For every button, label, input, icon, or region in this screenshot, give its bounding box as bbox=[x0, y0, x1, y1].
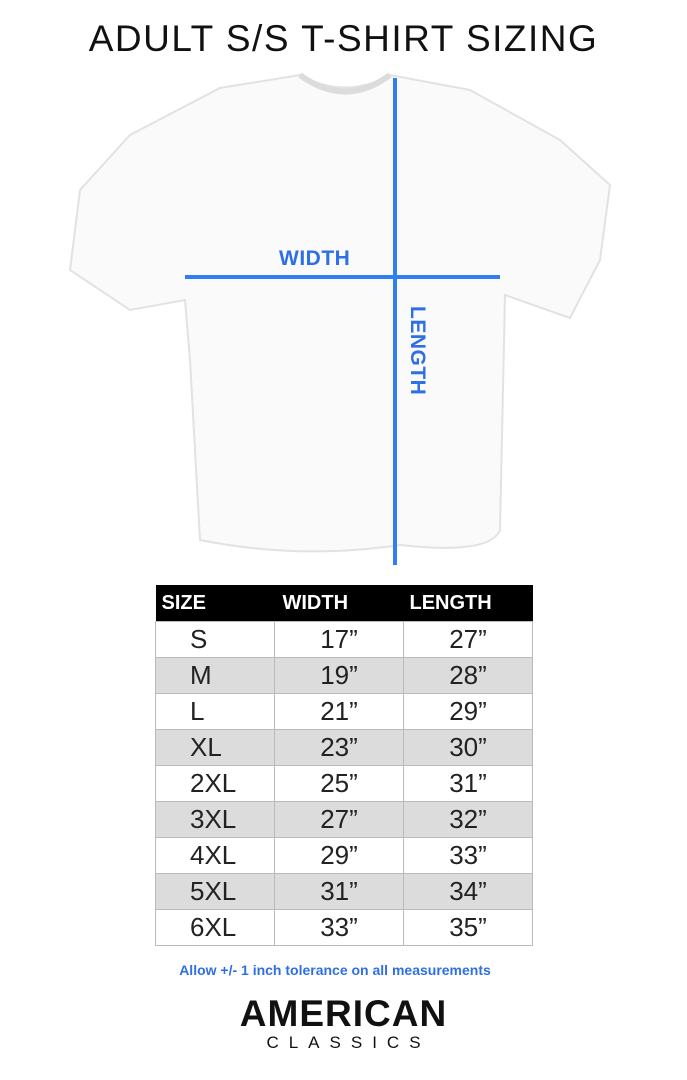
american-classics-logo: AMERICAN CLASSICS bbox=[0, 995, 687, 1053]
length-label: LENGTH bbox=[406, 306, 429, 396]
cell-size: 3XL bbox=[155, 801, 275, 838]
cell-length: 28” bbox=[403, 657, 533, 694]
cell-width: 25” bbox=[274, 765, 404, 802]
cell-length: 30” bbox=[403, 729, 533, 766]
logo-line2: CLASSICS bbox=[266, 1033, 431, 1052]
table-row: 4XL 29” 33” bbox=[155, 837, 533, 874]
cell-size: S bbox=[155, 621, 275, 658]
cell-length: 27” bbox=[403, 621, 533, 658]
width-label: WIDTH bbox=[279, 247, 351, 270]
table-row: M 19” 28” bbox=[155, 657, 533, 694]
cell-width: 27” bbox=[274, 801, 404, 838]
cell-width: 31” bbox=[274, 873, 404, 910]
header-size: SIZE bbox=[155, 585, 275, 622]
cell-width: 29” bbox=[274, 837, 404, 874]
cell-width: 23” bbox=[274, 729, 404, 766]
tolerance-note: Allow +/- 1 inch tolerance on all measur… bbox=[179, 962, 491, 978]
cell-length: 34” bbox=[403, 873, 533, 910]
cell-length: 33” bbox=[403, 837, 533, 874]
logo-line1: AMERICAN bbox=[239, 993, 448, 1034]
tshirt-shape bbox=[68, 73, 612, 553]
table-row: 2XL 25” 31” bbox=[155, 765, 533, 802]
size-table: SIZE WIDTH LENGTH S 17” 27” M 19” 28” L 21” 29” X… bbox=[155, 585, 533, 946]
table-row: 6XL 33” 35” bbox=[155, 909, 533, 946]
table-row: XL 23” 30” bbox=[155, 729, 533, 766]
table-row: S 17” 27” bbox=[155, 621, 533, 658]
table-row: 5XL 31” 34” bbox=[155, 873, 533, 910]
cell-length: 32” bbox=[403, 801, 533, 838]
cell-width: 33” bbox=[274, 909, 404, 946]
cell-length: 29” bbox=[403, 693, 533, 730]
table-row: L 21” 29” bbox=[155, 693, 533, 730]
cell-size: 4XL bbox=[155, 837, 275, 874]
cell-size: L bbox=[155, 693, 275, 730]
table-row: 3XL 27” 32” bbox=[155, 801, 533, 838]
tshirt-collar bbox=[298, 72, 392, 95]
cell-size: 6XL bbox=[155, 909, 275, 946]
cell-size: 5XL bbox=[155, 873, 275, 910]
cell-size: 2XL bbox=[155, 765, 275, 802]
tshirt-diagram bbox=[68, 72, 612, 565]
page-title: ADULT S/S T-SHIRT SIZING bbox=[88, 18, 599, 59]
cell-width: 19” bbox=[274, 657, 404, 694]
cell-length: 35” bbox=[403, 909, 533, 946]
cell-size: XL bbox=[155, 729, 275, 766]
header-width: WIDTH bbox=[274, 585, 404, 622]
table-header: SIZE WIDTH LENGTH bbox=[155, 585, 533, 622]
cell-length: 31” bbox=[403, 765, 533, 802]
cell-width: 21” bbox=[274, 693, 404, 730]
cell-size: M bbox=[155, 657, 275, 694]
header-length: LENGTH bbox=[403, 585, 533, 622]
cell-width: 17” bbox=[274, 621, 404, 658]
